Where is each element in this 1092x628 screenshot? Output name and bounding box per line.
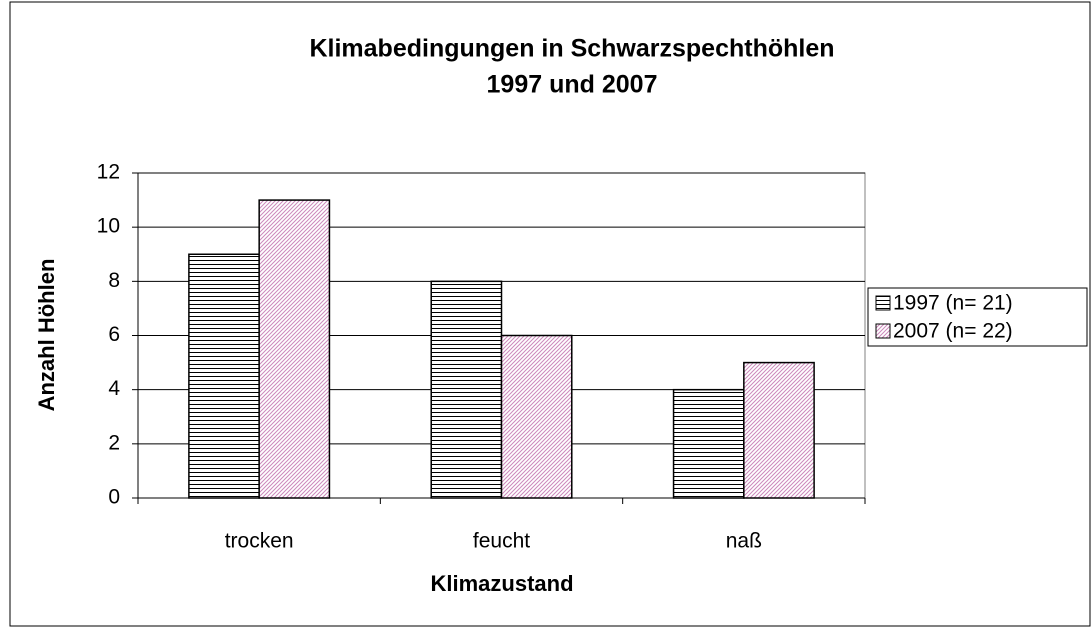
bar — [188, 253, 260, 499]
x-axis-label: Klimazustand — [430, 571, 573, 596]
bar — [672, 388, 745, 499]
bar — [743, 361, 815, 499]
y-axis-label: Anzahl Höhlen — [34, 259, 59, 412]
y-tick-label: 12 — [97, 161, 120, 184]
bar — [500, 334, 573, 499]
chart-title: 1997 und 2007 — [487, 71, 658, 99]
legend-label: 1997 (n= 21) — [893, 292, 1013, 315]
y-tick-label: 4 — [108, 377, 120, 400]
x-tick-label: trocken — [225, 530, 294, 553]
x-tick-label: feucht — [473, 530, 530, 553]
y-tick-label: 10 — [97, 215, 120, 238]
legend-swatch — [875, 323, 891, 339]
y-tick-label: 6 — [108, 323, 120, 346]
legend-box — [867, 287, 1088, 347]
y-tick-label: 0 — [108, 486, 120, 509]
legend-swatch — [875, 295, 891, 311]
y-tick-label: 2 — [108, 431, 120, 454]
chart-title: Klimabedingungen in Schwarzspechthöhlen — [309, 35, 834, 63]
bar — [430, 280, 503, 499]
y-tick-label: 8 — [108, 269, 120, 292]
legend-label: 2007 (n= 22) — [893, 320, 1013, 343]
bar — [258, 199, 331, 499]
x-tick-label: naß — [726, 530, 762, 553]
